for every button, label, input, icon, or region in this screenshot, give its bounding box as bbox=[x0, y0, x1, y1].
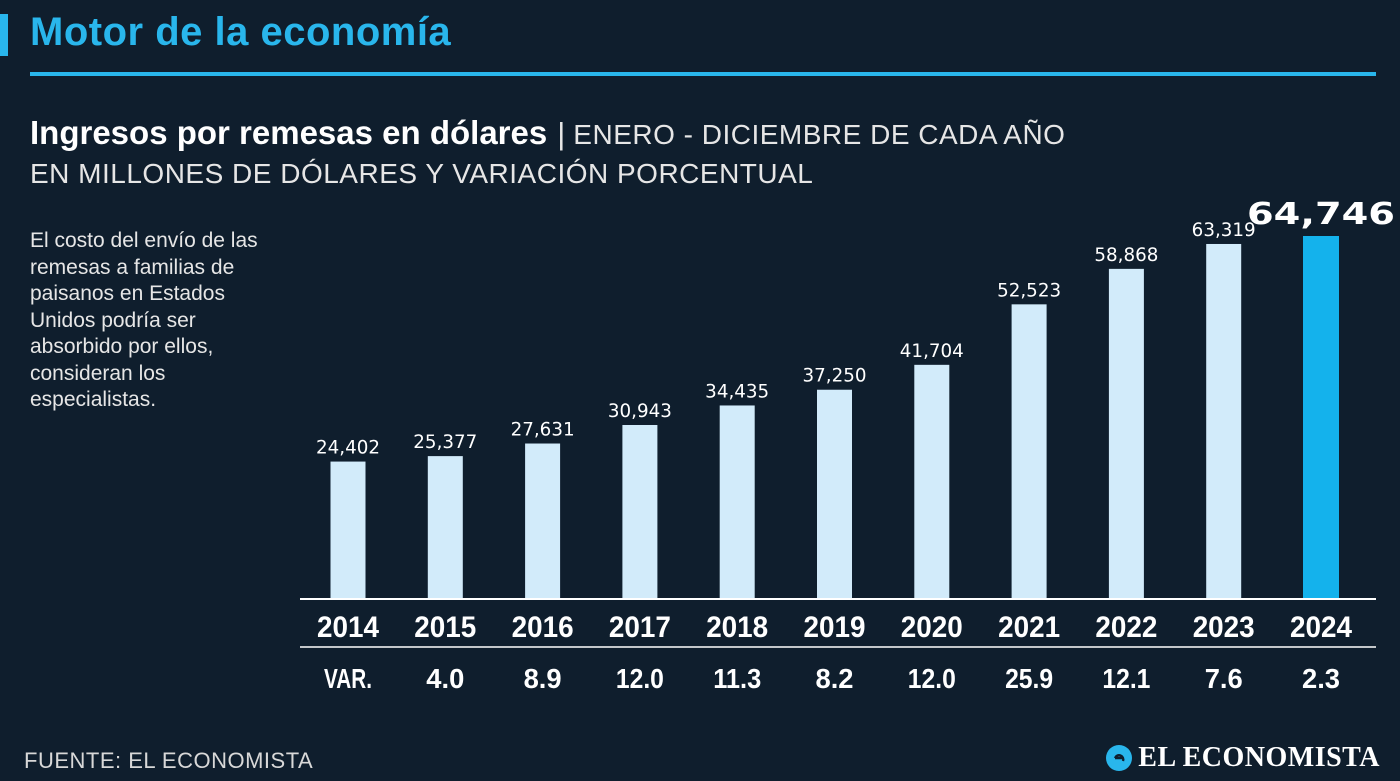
variation-value-2016: 8.9 bbox=[524, 663, 562, 694]
bar-2014 bbox=[330, 461, 366, 598]
variation-value-2015: 4.0 bbox=[426, 663, 464, 694]
variation-label: VAR. bbox=[324, 663, 372, 694]
chart-period: ENERO - DICIEMBRE DE CADA AÑO bbox=[573, 119, 1066, 150]
data-label-2023: 63,319 bbox=[1192, 219, 1256, 241]
x-tick-2021: 2021 bbox=[998, 611, 1060, 644]
data-label-2020: 41,704 bbox=[900, 340, 964, 362]
x-tick-2022: 2022 bbox=[1095, 611, 1157, 644]
variation-value-2023: 7.6 bbox=[1205, 663, 1243, 694]
variation-value-2018: 11.3 bbox=[713, 663, 761, 694]
data-label-2019: 37,250 bbox=[803, 365, 867, 387]
data-label-2017: 30,943 bbox=[608, 400, 672, 422]
variation-value-2022: 12.1 bbox=[1102, 663, 1150, 694]
bar-2022 bbox=[1108, 268, 1144, 598]
bar-2019 bbox=[817, 389, 852, 598]
source-note: FUENTE: EL ECONOMISTA bbox=[24, 748, 314, 773]
x-tick-2019: 2019 bbox=[804, 611, 866, 644]
variation-value-2019: 8.2 bbox=[816, 663, 854, 694]
bar-2023 bbox=[1206, 243, 1242, 599]
x-tick-2020: 2020 bbox=[901, 611, 963, 644]
brand-icon bbox=[1106, 745, 1133, 771]
variation-value-2024: 2.3 bbox=[1302, 663, 1340, 694]
data-label-2022: 58,868 bbox=[1094, 244, 1158, 266]
subtitle-separator: | bbox=[557, 116, 566, 151]
data-label-2018: 34,435 bbox=[705, 380, 769, 402]
bar-2018 bbox=[719, 405, 755, 598]
x-tick-2015: 2015 bbox=[414, 611, 476, 644]
bar-2016 bbox=[525, 443, 561, 598]
chart-units: EN MILLONES DE DÓLARES Y VARIACIÓN PORCE… bbox=[30, 158, 814, 189]
variation-value-2020: 12.0 bbox=[908, 663, 956, 694]
side-note: El costo del envío de las remesas a fami… bbox=[30, 229, 258, 411]
x-tick-2018: 2018 bbox=[706, 611, 768, 644]
x-tick-2023: 2023 bbox=[1193, 611, 1255, 644]
variation-value-2017: 12.0 bbox=[616, 663, 664, 694]
x-tick-2017: 2017 bbox=[609, 611, 671, 644]
header-accent-bar bbox=[0, 14, 8, 56]
page-title: Motor de la economía bbox=[30, 10, 452, 54]
bar-2015 bbox=[427, 456, 463, 598]
data-label-2021: 52,523 bbox=[997, 279, 1061, 301]
x-tick-2014: 2014 bbox=[317, 611, 379, 644]
data-label-2014: 24,402 bbox=[316, 437, 380, 459]
x-tick-2016: 2016 bbox=[512, 611, 574, 644]
x-tick-2024: 2024 bbox=[1290, 611, 1352, 644]
bar-2017 bbox=[622, 424, 658, 598]
data-label-2015: 25,377 bbox=[413, 431, 477, 453]
header-divider bbox=[30, 72, 1376, 76]
chart-subtitle: Ingresos por remesas en dólares | ENERO - … bbox=[30, 114, 1065, 152]
data-label-2024: 64,746 bbox=[1247, 197, 1395, 232]
brand-name: EL ECONOMISTA bbox=[1138, 742, 1380, 773]
bar-2024 bbox=[1303, 236, 1339, 598]
bar-2020 bbox=[914, 364, 950, 598]
data-label-2016: 27,631 bbox=[511, 419, 575, 441]
variation-value-2021: 25.9 bbox=[1005, 663, 1053, 694]
bar-2021 bbox=[1011, 304, 1047, 598]
chart-title: Ingresos por remesas en dólares bbox=[30, 114, 548, 151]
brand-logo-block: EL ECONOMISTA bbox=[1106, 742, 1380, 774]
